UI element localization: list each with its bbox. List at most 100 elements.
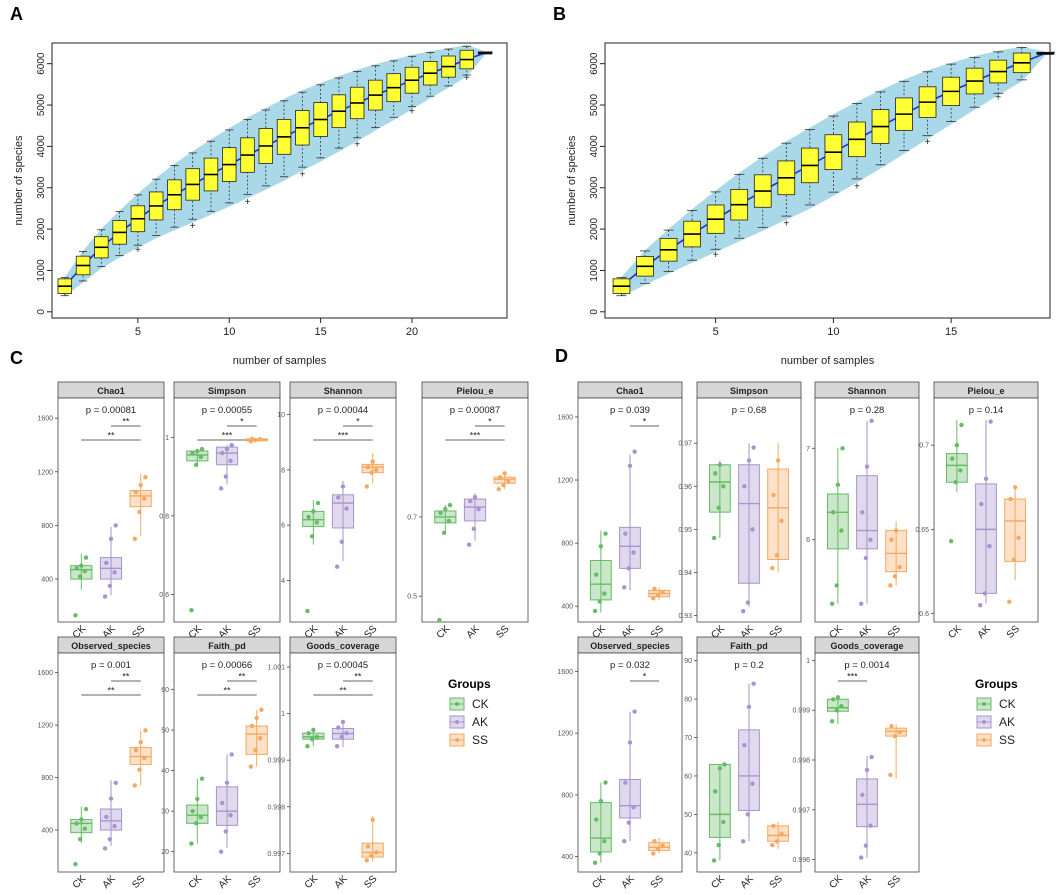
data-point bbox=[627, 740, 633, 745]
boxplot bbox=[368, 65, 383, 128]
legend-label: SS bbox=[999, 733, 1015, 747]
y-tick-label: 2000 bbox=[589, 218, 600, 241]
data-point bbox=[113, 523, 118, 528]
x-tick-label: AK bbox=[217, 873, 234, 890]
y-tick-label: 1600 bbox=[37, 670, 53, 677]
x-tick-label: AK bbox=[739, 873, 756, 890]
data-point bbox=[102, 594, 108, 599]
boxplot bbox=[313, 84, 328, 159]
boxplot bbox=[965, 56, 984, 108]
data-point bbox=[112, 570, 117, 575]
box bbox=[856, 778, 878, 828]
x-tick-label: CK bbox=[946, 623, 964, 641]
data-point bbox=[193, 462, 199, 468]
data-point bbox=[1008, 496, 1013, 502]
outlier-mark: + bbox=[464, 73, 470, 84]
data-point bbox=[220, 450, 225, 456]
y-tick-label: 7 bbox=[806, 446, 810, 453]
facet-title: Goods_coverage bbox=[306, 641, 379, 651]
y-tick-label: 20 bbox=[161, 849, 169, 856]
p-value-label: p = 0.00087 bbox=[450, 405, 500, 416]
data-point bbox=[655, 592, 661, 598]
y-tick-label: 1 bbox=[281, 711, 285, 718]
data-point bbox=[770, 842, 775, 848]
data-point bbox=[253, 748, 258, 753]
data-point bbox=[497, 475, 503, 480]
data-point bbox=[438, 510, 443, 516]
facet-title: Chao1 bbox=[97, 386, 125, 396]
y-tick-label: 0.999 bbox=[267, 758, 285, 765]
boxplot: + bbox=[130, 194, 146, 256]
data-point bbox=[889, 537, 894, 542]
x-tick-label: AK bbox=[333, 873, 350, 890]
outlier-mark: + bbox=[409, 107, 415, 118]
significance-label: *** bbox=[222, 431, 233, 441]
legend-item-ck: CK bbox=[976, 697, 1016, 711]
boxplot-ss bbox=[129, 474, 152, 542]
data-point bbox=[229, 752, 234, 757]
data-point bbox=[83, 555, 89, 560]
box bbox=[493, 476, 516, 484]
significance-label: ** bbox=[223, 686, 231, 696]
facet-title: Goods_coverage bbox=[830, 641, 903, 651]
data-point bbox=[443, 506, 448, 512]
facet-pielou-e: Pielou_ep = 0.14 0.6 0.65 0.7 CK AK SS bbox=[915, 381, 1039, 641]
boxplot bbox=[824, 115, 843, 193]
boxplot-ss bbox=[648, 838, 671, 856]
data-point bbox=[863, 555, 869, 561]
data-point bbox=[339, 734, 345, 740]
y-tick-label: 1.001 bbox=[267, 664, 285, 671]
data-point bbox=[79, 817, 84, 822]
data-point bbox=[340, 719, 346, 725]
boxplot bbox=[753, 157, 772, 228]
outlier-mark: + bbox=[354, 139, 360, 150]
p-value-label: p = 0.00044 bbox=[318, 405, 368, 416]
data-point bbox=[751, 445, 756, 450]
data-point bbox=[77, 837, 83, 842]
p-value-label: p = 0.001 bbox=[91, 660, 131, 671]
x-tick-label: CK bbox=[435, 623, 453, 641]
data-point bbox=[713, 789, 718, 794]
boxplot: + bbox=[918, 71, 937, 148]
data-point bbox=[716, 842, 721, 848]
legend-item-ss: SS bbox=[449, 733, 488, 747]
boxplot-ak bbox=[856, 754, 878, 860]
data-point bbox=[834, 583, 839, 588]
data-point bbox=[746, 458, 752, 463]
boxplot: + bbox=[295, 91, 310, 181]
y-tick-label: 60 bbox=[684, 773, 692, 780]
data-point bbox=[840, 446, 845, 451]
data-point bbox=[364, 484, 369, 489]
data-point bbox=[112, 823, 117, 829]
significance-label: *** bbox=[470, 431, 481, 441]
data-point bbox=[979, 501, 984, 507]
legend-item-ak: AK bbox=[976, 715, 1015, 729]
data-point bbox=[113, 780, 118, 786]
data-point bbox=[721, 484, 726, 489]
y-tick-label: 800 bbox=[561, 541, 573, 548]
x-tick-label: CK bbox=[709, 873, 727, 891]
data-point bbox=[655, 846, 661, 852]
box bbox=[975, 483, 997, 594]
x-tick-label: 20 bbox=[406, 326, 418, 338]
y-tick-label: 800 bbox=[561, 792, 573, 799]
data-point bbox=[745, 600, 751, 605]
data-point bbox=[860, 792, 865, 798]
box bbox=[186, 804, 209, 824]
data-point bbox=[742, 743, 747, 748]
significance-label: * bbox=[643, 417, 647, 427]
data-point bbox=[834, 708, 839, 713]
x-tick-label: SS bbox=[246, 873, 263, 890]
data-point bbox=[441, 530, 447, 535]
data-point bbox=[897, 729, 902, 735]
p-value-label: p = 0.14 bbox=[969, 405, 1004, 416]
data-point bbox=[143, 728, 148, 733]
data-point bbox=[713, 471, 718, 476]
boxplot bbox=[167, 165, 182, 228]
data-point bbox=[370, 817, 375, 823]
box bbox=[129, 490, 152, 508]
data-point bbox=[248, 764, 253, 769]
y-tick-label: 90 bbox=[684, 658, 692, 665]
